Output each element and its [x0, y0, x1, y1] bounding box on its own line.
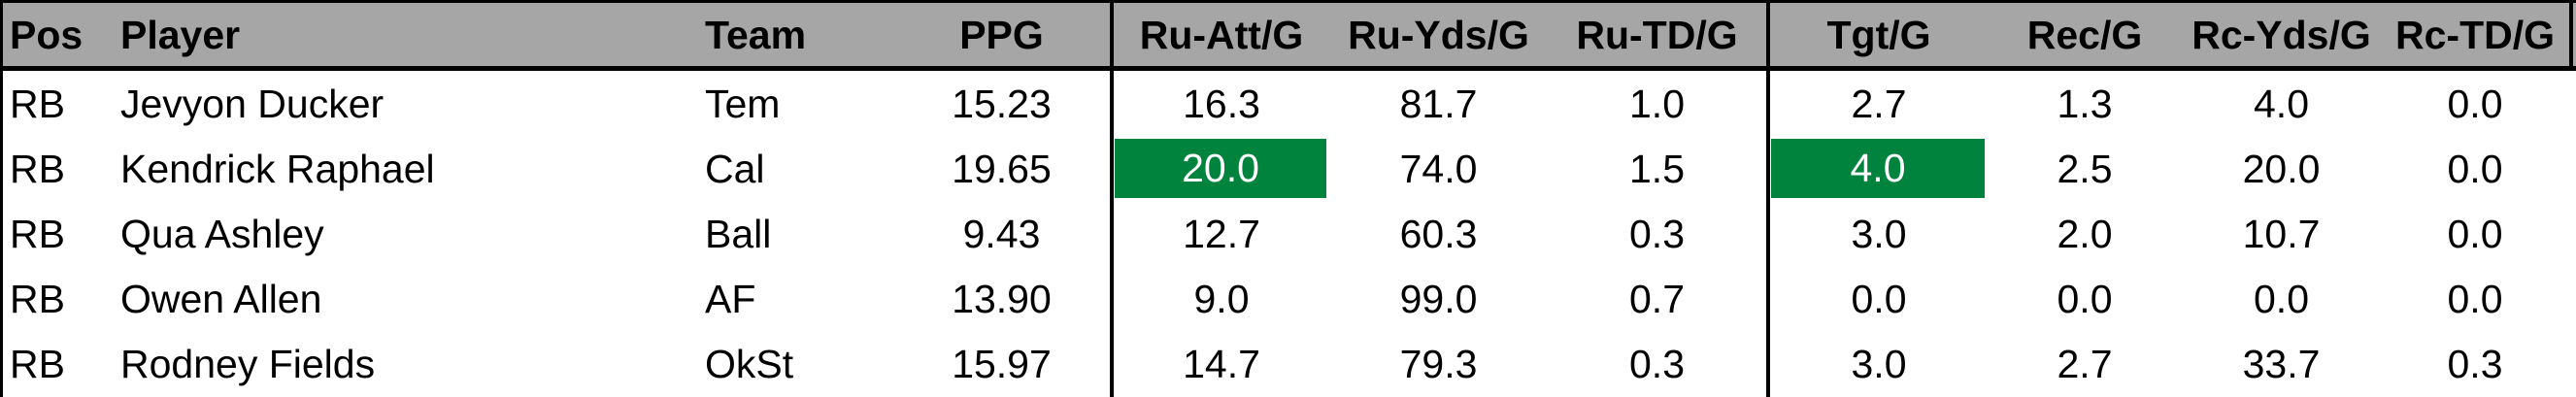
- cell-r0-rc-yds-g: 4.0: [2254, 82, 2309, 126]
- cell-r1-player: Kendrick Raphael: [120, 147, 435, 191]
- cell-r1-pos: RB: [10, 147, 65, 191]
- cell-r0-rec-g: 1.3: [2057, 82, 2113, 126]
- cell-r1-ru-td-g: 1.5: [1629, 147, 1685, 191]
- cell-r0-rc-td-g: 0.0: [2447, 82, 2503, 126]
- column-header-tgt-g: Tgt/G: [1826, 13, 1931, 57]
- cell-r1-ru-att-g: 20.0: [1115, 139, 1326, 198]
- cell-r4-rc-td-g: 0.3: [2447, 342, 2503, 386]
- cell-r0-tgt-g: 2.7: [1851, 82, 1907, 126]
- cell-r3-tgt-g: 0.0: [1851, 277, 1907, 321]
- cell-r0-ru-td-g: 1.0: [1629, 82, 1685, 126]
- cell-r1-rc-td-g: 0.0: [2447, 147, 2503, 191]
- cell-r4-pos: RB: [10, 342, 65, 386]
- column-header-rc-yds-g: Rc-Yds/G: [2191, 13, 2371, 57]
- column-header-rc-td-g: Rc-TD/G: [2395, 13, 2555, 57]
- cell-r2-player: Qua Ashley: [120, 212, 324, 256]
- cell-r2-tgt-g: 3.0: [1851, 212, 1907, 256]
- cell-r1-tgt-g: 4.0: [1771, 139, 1985, 198]
- cell-r0-pos: RB: [10, 82, 65, 126]
- cell-r1-ppg: 19.65: [952, 147, 1052, 191]
- cell-r2-rc-yds-g: 10.7: [2242, 212, 2321, 256]
- cell-r3-team: AF: [705, 277, 756, 321]
- cell-r3-ru-td-g: 0.7: [1629, 277, 1685, 321]
- cell-r4-ppg: 15.97: [952, 342, 1052, 386]
- column-header-rec-g: Rec/G: [2026, 13, 2143, 57]
- cell-r0-player: Jevyon Ducker: [120, 82, 385, 126]
- column-header-pos: Pos: [10, 13, 84, 57]
- cell-r3-ru-yds-g: 99.0: [1399, 277, 1478, 321]
- header-right-border: [2569, 0, 2573, 70]
- column-header-ru-td-g: Ru-TD/G: [1576, 13, 1738, 57]
- cell-r1-team: Cal: [705, 147, 765, 191]
- header-bottom-border: [0, 66, 2576, 71]
- cell-r4-player: Rodney Fields: [120, 342, 376, 386]
- cell-r4-tgt-g: 3.0: [1851, 342, 1907, 386]
- cell-r2-ru-yds-g: 60.3: [1399, 212, 1478, 256]
- top-border: [0, 0, 2576, 3]
- cell-r4-ru-yds-g: 79.3: [1399, 342, 1478, 386]
- cell-r4-team: OkSt: [705, 342, 794, 386]
- left-border: [0, 0, 3, 397]
- column-header-team: Team: [705, 13, 807, 57]
- group-divider-rushing: [1110, 0, 1114, 397]
- cell-r3-rec-g: 0.0: [2057, 277, 2113, 321]
- cell-r2-rc-td-g: 0.0: [2447, 212, 2503, 256]
- cell-r3-rc-td-g: 0.0: [2447, 277, 2503, 321]
- header-row: [0, 0, 2576, 68]
- group-divider-receiving: [1766, 0, 1770, 397]
- cell-r2-pos: RB: [10, 212, 65, 256]
- cell-r3-player: Owen Allen: [120, 277, 322, 321]
- cell-r1-rc-yds-g: 20.0: [2242, 147, 2321, 191]
- cell-r1-ru-yds-g: 74.0: [1399, 147, 1478, 191]
- cell-r0-ru-yds-g: 81.7: [1399, 82, 1478, 126]
- cell-r0-ppg: 15.23: [952, 82, 1052, 126]
- cell-r4-ru-att-g: 14.7: [1183, 342, 1260, 386]
- cell-r3-ru-att-g: 9.0: [1193, 277, 1250, 321]
- cell-r4-rc-yds-g: 33.7: [2242, 342, 2321, 386]
- cell-r3-pos: RB: [10, 277, 65, 321]
- column-header-player: Player: [120, 13, 241, 57]
- cell-r1-rec-g: 2.5: [2057, 147, 2113, 191]
- cell-r4-ru-td-g: 0.3: [1629, 342, 1685, 386]
- column-header-ru-yds-g: Ru-Yds/G: [1348, 13, 1529, 57]
- cell-r2-ru-td-g: 0.3: [1629, 212, 1685, 256]
- column-header-ppg: PPG: [959, 13, 1044, 57]
- cell-r2-team: Ball: [705, 212, 772, 256]
- cell-r0-team: Tem: [705, 82, 781, 126]
- cell-r2-rec-g: 2.0: [2057, 212, 2113, 256]
- cell-r3-ppg: 13.90: [952, 277, 1052, 321]
- cell-r2-ru-att-g: 12.7: [1183, 212, 1260, 256]
- column-header-ru-att-g: Ru-Att/G: [1139, 13, 1304, 57]
- cell-r2-ppg: 9.43: [962, 212, 1041, 256]
- cell-r0-ru-att-g: 16.3: [1183, 82, 1260, 126]
- cell-r4-rec-g: 2.7: [2057, 342, 2113, 386]
- cell-r3-rc-yds-g: 0.0: [2254, 277, 2309, 321]
